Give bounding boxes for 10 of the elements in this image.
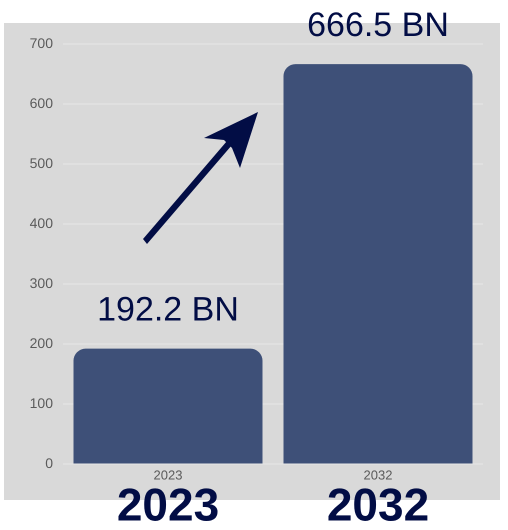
y-tick-label: 0 — [45, 454, 54, 471]
y-tick-label: 700 — [30, 34, 54, 51]
y-tick-label: 400 — [30, 214, 54, 231]
y-tick-label: 100 — [30, 394, 54, 411]
y-tick-label: 200 — [30, 334, 54, 351]
y-tick-label: 600 — [30, 94, 54, 111]
data-label: 192.2 BN — [97, 290, 239, 329]
y-tick-label: 300 — [30, 274, 54, 291]
y-tick-label: 500 — [30, 154, 54, 171]
data-label: 666.5 BN — [307, 6, 449, 44]
